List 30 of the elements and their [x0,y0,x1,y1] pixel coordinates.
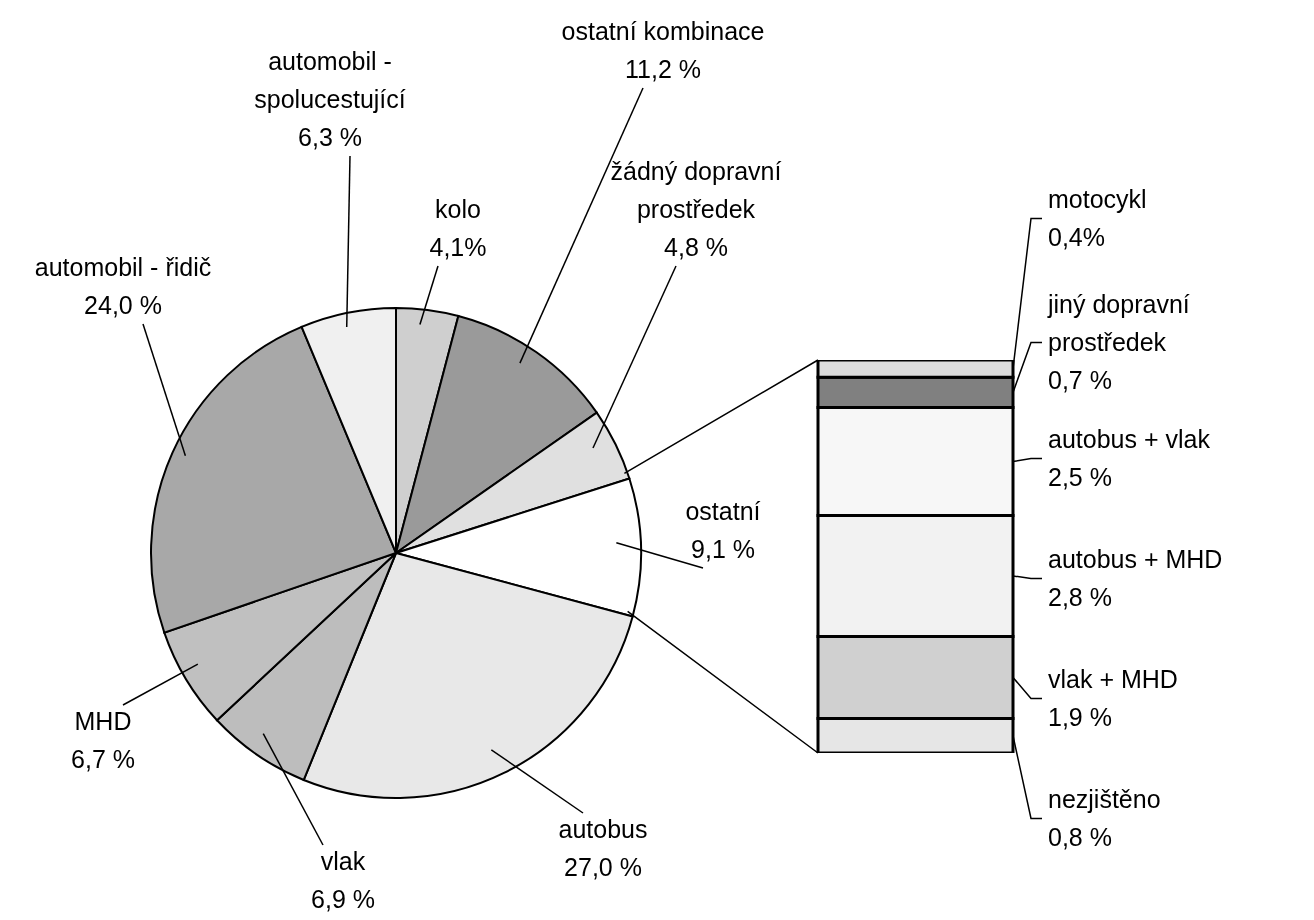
data-label: 1,9 % [1048,703,1112,731]
data-label: 4,1% [429,233,487,261]
data-label: 9,1 % [691,535,755,563]
data-label: 27,0 % [564,853,642,881]
data-label: 0,7 % [1048,366,1112,394]
text: motocykl [1048,185,1147,213]
slice-label: automobil - řidič [34,253,212,281]
slice-label: ostatní [685,497,761,525]
data-label: 11,2 % [625,55,701,83]
data-label: 2,8 % [1048,583,1112,611]
series-label: vlak + MHD [1048,665,1178,693]
data-label: 24,0 % [84,291,162,319]
slice-label: ostatní kombinace [561,17,765,45]
slice-label: kolo [435,195,481,223]
slice-label: vlak [320,847,366,875]
slice-label: autobus [558,815,648,843]
data-label: 6,3 % [298,123,362,151]
series-label: jiný dopravní prostředek [1047,290,1190,356]
data-label: 6,7 % [71,745,135,773]
data-label: 6,9 % [311,885,375,913]
data-label: 0,8 % [1048,823,1112,851]
series-label: nezjištěno [1048,785,1161,813]
slice-label: automobil - spolucestující [254,47,406,113]
slice-label: MHD [74,707,132,735]
series-label: autobus + vlak [1048,425,1211,453]
data-label: 0,4% [1048,223,1105,251]
series-label: autobus + MHD [1048,545,1223,573]
data-label: 2,5 % [1048,463,1112,491]
slice-label: žádný dopravní prostředek [610,157,782,223]
data-label: 4,8 % [664,233,728,261]
